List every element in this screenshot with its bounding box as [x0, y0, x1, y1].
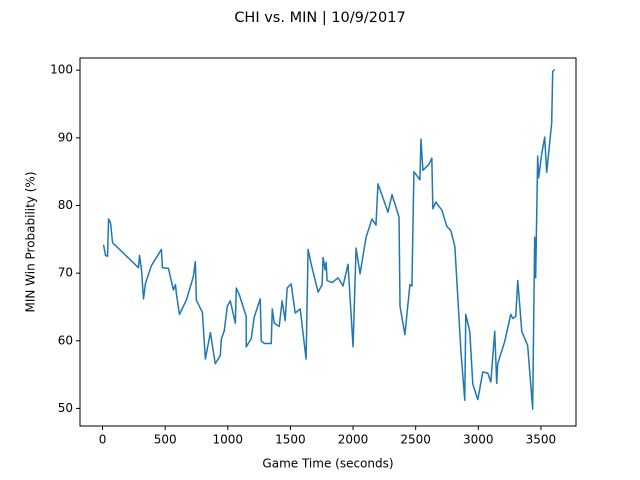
- y-axis-label: MIN Win Probability (%): [24, 171, 38, 312]
- x-tick-label: 1500: [275, 433, 306, 447]
- y-tick-label: 80: [58, 198, 73, 212]
- line-series: [102, 68, 556, 410]
- x-tick-label: 3000: [463, 433, 494, 447]
- y-tick-label: 50: [58, 401, 73, 415]
- x-tick-label: 2000: [338, 433, 369, 447]
- plot-frame: [79, 57, 577, 427]
- x-tick-label: 1000: [213, 433, 244, 447]
- x-tick-label: 3500: [526, 433, 557, 447]
- y-tick-label: 70: [58, 266, 73, 280]
- x-tick-label: 2500: [400, 433, 431, 447]
- y-tick-label: 60: [58, 333, 73, 347]
- x-tick-label: 500: [154, 433, 177, 447]
- chart-title: CHI vs. MIN | 10/9/2017: [234, 10, 405, 26]
- x-tick-label: 0: [99, 433, 107, 447]
- y-tick-label: 90: [58, 130, 73, 144]
- y-tick-label: 100: [50, 63, 73, 77]
- x-axis-label: Game Time (seconds): [262, 457, 393, 471]
